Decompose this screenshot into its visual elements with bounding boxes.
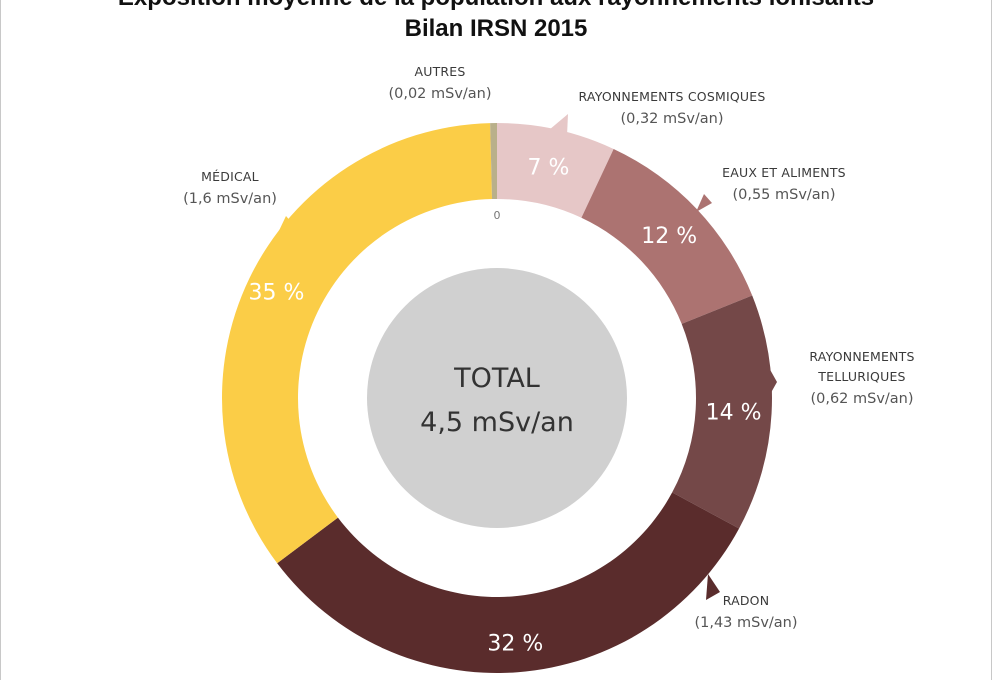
category-label-autres: AUTRES (414, 64, 465, 79)
value-label-eaux-et-aliments: (0,55 mSv/an) (732, 187, 835, 203)
category-labels: RAYONNEMENTS COSMIQUES (0,32 mSv/an) EAUX … (183, 64, 914, 631)
value-label-autres: (0,02 mSv/an) (388, 86, 491, 102)
donut-slices (222, 123, 772, 673)
center-total-label: TOTAL (453, 363, 540, 394)
slice-eaux-et-aliments (581, 148, 753, 324)
percent-label-rayonnements-telluriques: 14 % (706, 400, 762, 425)
pointer-radon (706, 574, 720, 600)
value-label-radon: (1,43 mSv/an) (694, 615, 797, 631)
percent-label-radon: 32 % (487, 631, 543, 656)
pointer-rayonnements-cosmiques (549, 114, 568, 136)
category-label-medical: MÉDICAL (201, 169, 259, 184)
category-label-rayonnements-telluriques-2: TELLURIQUES (817, 369, 905, 384)
slice-radon (277, 492, 740, 673)
category-label-radon: RADON (723, 593, 770, 608)
slice-rayonnements-cosmiques (497, 123, 614, 218)
center-disc (367, 268, 627, 528)
value-label-rayonnements-cosmiques: (0,32 mSv/an) (620, 111, 723, 127)
slice-medical (222, 123, 493, 564)
center-total-value: 4,5 mSv/an (420, 407, 574, 438)
start-marker: 0 (494, 209, 501, 222)
category-label-rayonnements-telluriques-1: RAYONNEMENTS (809, 349, 914, 364)
pointer-rayonnements-telluriques (768, 366, 777, 398)
percent-label-eaux-et-aliments: 12 % (641, 224, 697, 249)
pointer-eaux-et-aliments (696, 194, 712, 212)
label-pointers (276, 114, 777, 600)
category-label-eaux-et-aliments: EAUX ET ALIMENTS (722, 165, 846, 180)
chart-title-line-1: Exposition moyenne de la population aux … (0, 0, 992, 12)
category-label-rayonnements-cosmiques: RAYONNEMENTS COSMIQUES (579, 89, 766, 104)
value-label-rayonnements-telluriques: (0,62 mSv/an) (810, 391, 913, 407)
slice-autres (490, 123, 497, 200)
chart-title-line-2: Bilan IRSN 2015 (404, 15, 588, 42)
slice-rayonnements-telluriques (672, 295, 772, 529)
percent-label-rayonnements-cosmiques: 7 % (528, 156, 570, 181)
pointer-medical (276, 216, 298, 237)
percent-labels: 7 % 12 % 14 % 32 % 35 % (248, 156, 761, 657)
value-label-medical: (1,6 mSv/an) (183, 191, 277, 207)
percent-label-medical: 35 % (248, 280, 304, 305)
